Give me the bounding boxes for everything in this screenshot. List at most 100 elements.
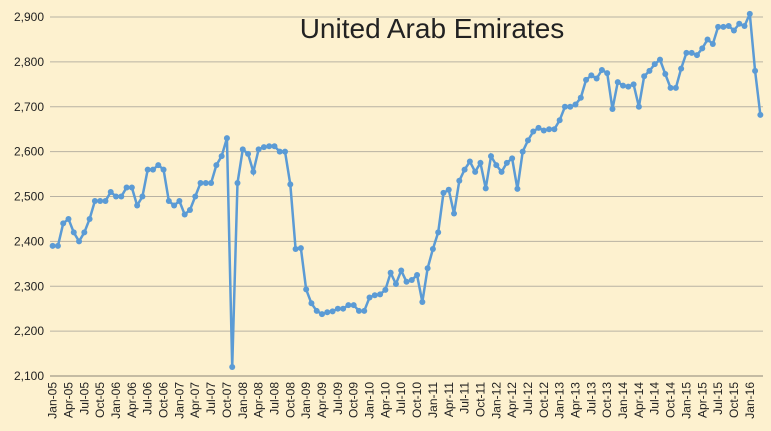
- marker: [741, 22, 748, 29]
- x-tick-label: Apr-07: [188, 382, 202, 418]
- marker: [609, 106, 616, 113]
- marker: [435, 229, 442, 236]
- marker: [424, 265, 431, 272]
- marker: [60, 220, 67, 227]
- marker: [493, 162, 500, 169]
- marker: [651, 61, 658, 68]
- marker: [171, 202, 178, 209]
- marker: [662, 71, 669, 78]
- marker: [746, 10, 753, 17]
- x-tick-label: Oct-10: [410, 382, 424, 418]
- x-tick-label: Oct-12: [537, 382, 551, 418]
- marker: [139, 193, 146, 200]
- x-tick-label: Oct-15: [727, 382, 741, 418]
- marker: [255, 146, 262, 153]
- marker: [635, 103, 642, 110]
- marker: [535, 124, 542, 131]
- marker: [683, 49, 690, 56]
- marker: [70, 229, 77, 236]
- marker: [91, 197, 98, 204]
- marker: [102, 197, 109, 204]
- marker: [81, 229, 88, 236]
- marker: [678, 65, 685, 72]
- marker: [234, 180, 241, 187]
- marker: [688, 49, 695, 56]
- marker: [730, 27, 737, 34]
- marker: [699, 45, 706, 52]
- marker: [667, 84, 674, 91]
- marker: [250, 168, 257, 175]
- marker: [134, 202, 141, 209]
- marker: [54, 242, 61, 249]
- marker: [583, 76, 590, 83]
- x-tick-label: Jan-13: [553, 382, 567, 419]
- marker: [229, 364, 236, 371]
- x-tick-label: Apr-13: [569, 382, 583, 418]
- marker: [202, 180, 209, 187]
- marker: [176, 197, 183, 204]
- marker: [598, 66, 605, 73]
- marker: [577, 94, 584, 101]
- y-tick-label: 2,600: [14, 145, 44, 159]
- marker: [546, 126, 553, 133]
- marker: [361, 307, 368, 314]
- y-tick-label: 2,300: [14, 279, 44, 293]
- marker: [709, 40, 716, 47]
- marker: [498, 168, 505, 175]
- marker: [488, 153, 495, 160]
- marker: [197, 180, 204, 187]
- x-tick-label: Apr-08: [252, 382, 266, 418]
- marker: [192, 193, 199, 200]
- marker: [313, 307, 320, 314]
- marker: [757, 111, 764, 118]
- x-tick-label: Jul-14: [648, 382, 662, 415]
- x-tick-label: Jan-16: [743, 382, 757, 419]
- x-tick-label: Apr-15: [695, 382, 709, 418]
- marker: [303, 286, 310, 293]
- x-tick-label: Jan-07: [172, 382, 186, 419]
- marker: [704, 36, 711, 43]
- marker: [429, 246, 436, 253]
- marker: [524, 137, 531, 144]
- marker: [466, 158, 473, 165]
- x-tick-label: Jul-08: [267, 382, 281, 415]
- marker: [567, 103, 574, 110]
- marker: [392, 281, 399, 288]
- marker: [186, 206, 193, 213]
- marker: [530, 128, 537, 135]
- marker: [223, 135, 230, 142]
- marker: [398, 267, 405, 274]
- marker: [144, 166, 151, 173]
- marker: [408, 276, 415, 283]
- marker: [292, 246, 299, 253]
- x-tick-label: Apr-09: [315, 382, 329, 418]
- marker: [509, 155, 516, 162]
- marker: [572, 101, 579, 108]
- marker: [540, 127, 547, 134]
- marker: [49, 242, 56, 249]
- marker: [588, 72, 595, 79]
- marker: [239, 146, 246, 153]
- y-tick-label: 2,100: [14, 369, 44, 383]
- marker: [297, 245, 304, 252]
- marker: [387, 269, 394, 276]
- y-tick-label: 2,200: [14, 324, 44, 338]
- marker: [350, 302, 357, 309]
- x-tick-label: Jan-14: [616, 382, 630, 419]
- x-tick-label: Jul-07: [204, 382, 218, 415]
- marker: [155, 162, 162, 169]
- marker: [334, 305, 341, 312]
- marker: [752, 67, 759, 74]
- x-tick-label: Jan-09: [299, 382, 313, 419]
- marker: [118, 193, 125, 200]
- x-tick-label: Oct-08: [283, 382, 297, 418]
- marker: [287, 181, 294, 188]
- marker: [445, 186, 452, 193]
- x-tick-label: Apr-10: [378, 382, 392, 418]
- x-tick-label: Jul-15: [711, 382, 725, 415]
- y-tick-label: 2,400: [14, 234, 44, 248]
- x-tick-label: Apr-06: [125, 382, 139, 418]
- x-tick-label: Apr-11: [442, 382, 456, 417]
- marker: [107, 189, 114, 196]
